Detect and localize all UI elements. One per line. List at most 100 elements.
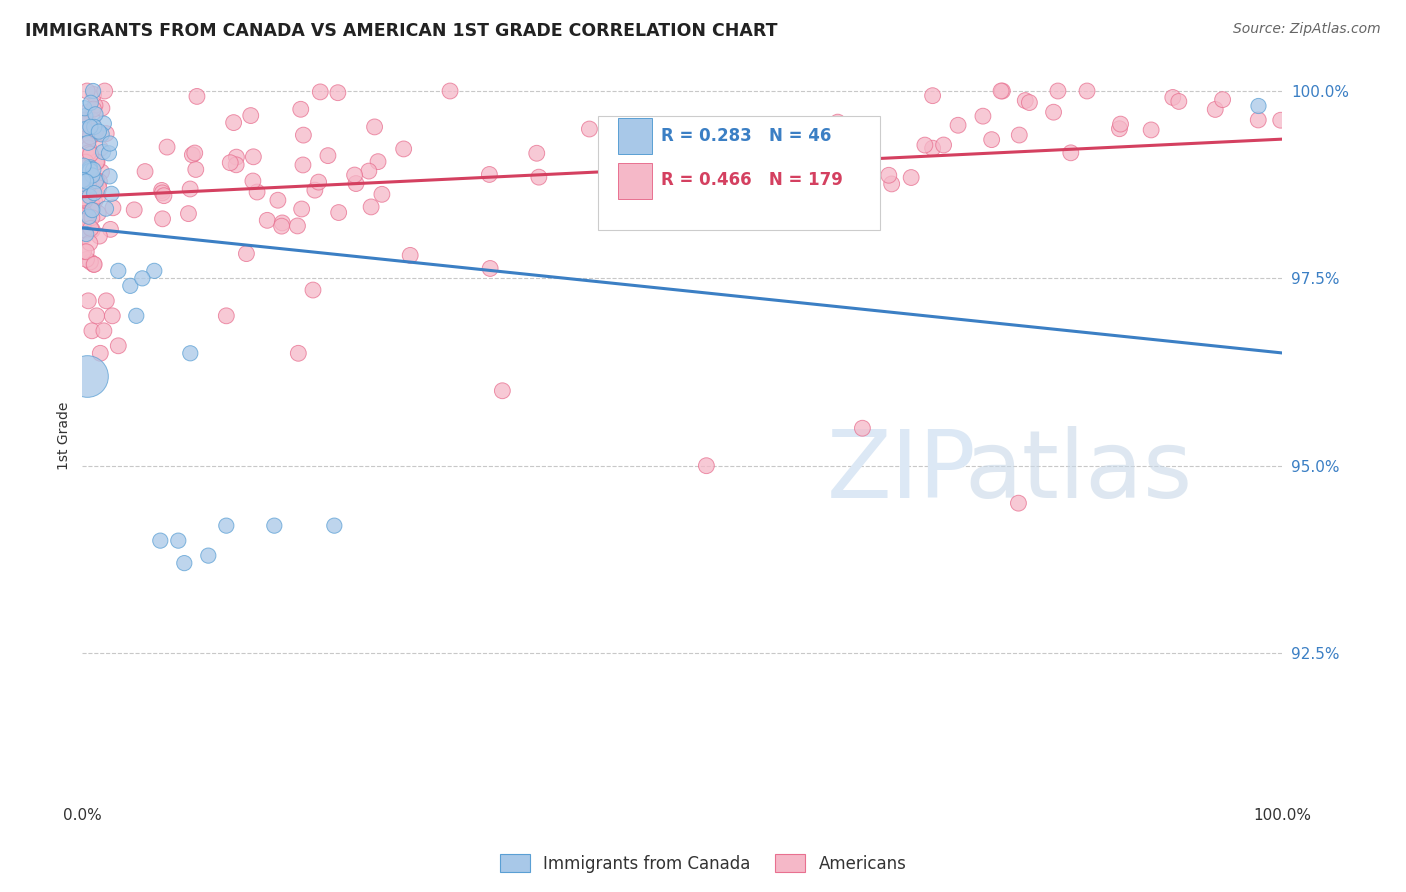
Point <box>87 206 110 220</box>
Point <box>75 244 97 259</box>
Point <box>90 101 112 115</box>
Point <box>1046 84 1069 98</box>
Point <box>77 136 100 150</box>
FancyBboxPatch shape <box>617 162 652 199</box>
Text: ZIP: ZIP <box>827 426 976 518</box>
Point <box>292 128 315 142</box>
Point <box>179 182 201 196</box>
Point <box>309 85 332 99</box>
Point <box>73 122 96 136</box>
Point <box>1270 113 1292 128</box>
Point <box>89 346 111 360</box>
Point <box>271 216 294 230</box>
Point <box>76 190 98 204</box>
Point <box>75 125 97 139</box>
Point <box>77 141 100 155</box>
Point <box>79 163 101 178</box>
Point <box>98 169 121 184</box>
Point <box>149 533 172 548</box>
Point <box>75 165 97 179</box>
Point <box>479 261 502 276</box>
Point <box>360 200 382 214</box>
Point <box>1014 94 1036 108</box>
Point <box>131 271 153 285</box>
Point <box>101 309 124 323</box>
Point <box>1167 95 1189 109</box>
Point <box>235 246 257 260</box>
Point <box>73 228 96 243</box>
Point <box>177 206 200 220</box>
Point <box>399 248 422 262</box>
Point <box>75 109 97 123</box>
Point <box>77 218 100 232</box>
Point <box>79 128 101 142</box>
Point <box>599 121 621 136</box>
Point <box>96 127 118 141</box>
Point <box>658 211 681 226</box>
Point <box>991 84 1014 98</box>
Point <box>673 151 696 165</box>
Point <box>82 203 104 218</box>
Point <box>134 164 156 178</box>
Point <box>79 255 101 269</box>
Point <box>83 186 105 200</box>
Point <box>73 194 96 208</box>
Point <box>96 293 118 308</box>
Point <box>80 211 103 225</box>
Point <box>77 145 100 160</box>
Point <box>291 158 314 172</box>
Point <box>90 128 112 142</box>
Point <box>181 148 204 162</box>
Point <box>150 183 173 197</box>
Point <box>478 168 501 182</box>
Point <box>84 178 107 192</box>
Point <box>73 214 96 228</box>
Point <box>79 189 101 203</box>
Y-axis label: 1st Grade: 1st Grade <box>58 401 72 470</box>
Point <box>79 147 101 161</box>
Point <box>93 117 115 131</box>
Point <box>97 146 120 161</box>
Text: IMMIGRANTS FROM CANADA VS AMERICAN 1ST GRADE CORRELATION CHART: IMMIGRANTS FROM CANADA VS AMERICAN 1ST G… <box>25 22 778 40</box>
Point <box>880 177 903 191</box>
Point <box>73 176 96 190</box>
Point <box>84 98 107 112</box>
Point <box>1140 123 1163 137</box>
Point <box>328 205 350 219</box>
Point <box>83 194 105 209</box>
Point <box>75 186 97 200</box>
Point <box>72 159 94 173</box>
Point <box>302 283 325 297</box>
Point <box>79 161 101 176</box>
Point <box>1042 105 1064 120</box>
Point <box>167 533 190 548</box>
Point <box>344 177 367 191</box>
Point <box>242 174 264 188</box>
Point <box>219 155 242 169</box>
Point <box>73 126 96 140</box>
Point <box>326 86 349 100</box>
Point <box>89 229 111 244</box>
Point <box>89 142 111 156</box>
Point <box>83 257 105 271</box>
Point <box>900 170 922 185</box>
Point <box>343 168 366 182</box>
Point <box>73 131 96 145</box>
Point <box>76 105 98 120</box>
Point <box>242 150 264 164</box>
Point <box>82 223 104 237</box>
Point <box>107 339 129 353</box>
Point <box>77 178 100 193</box>
Point <box>173 556 195 570</box>
Point <box>93 84 115 98</box>
Point <box>1018 95 1040 110</box>
Point <box>734 126 756 140</box>
Point <box>215 518 238 533</box>
Point <box>79 160 101 174</box>
Point <box>972 109 994 123</box>
Point <box>79 120 101 134</box>
Point <box>184 146 207 161</box>
Point <box>79 235 101 250</box>
Point <box>578 122 600 136</box>
Point <box>73 206 96 220</box>
